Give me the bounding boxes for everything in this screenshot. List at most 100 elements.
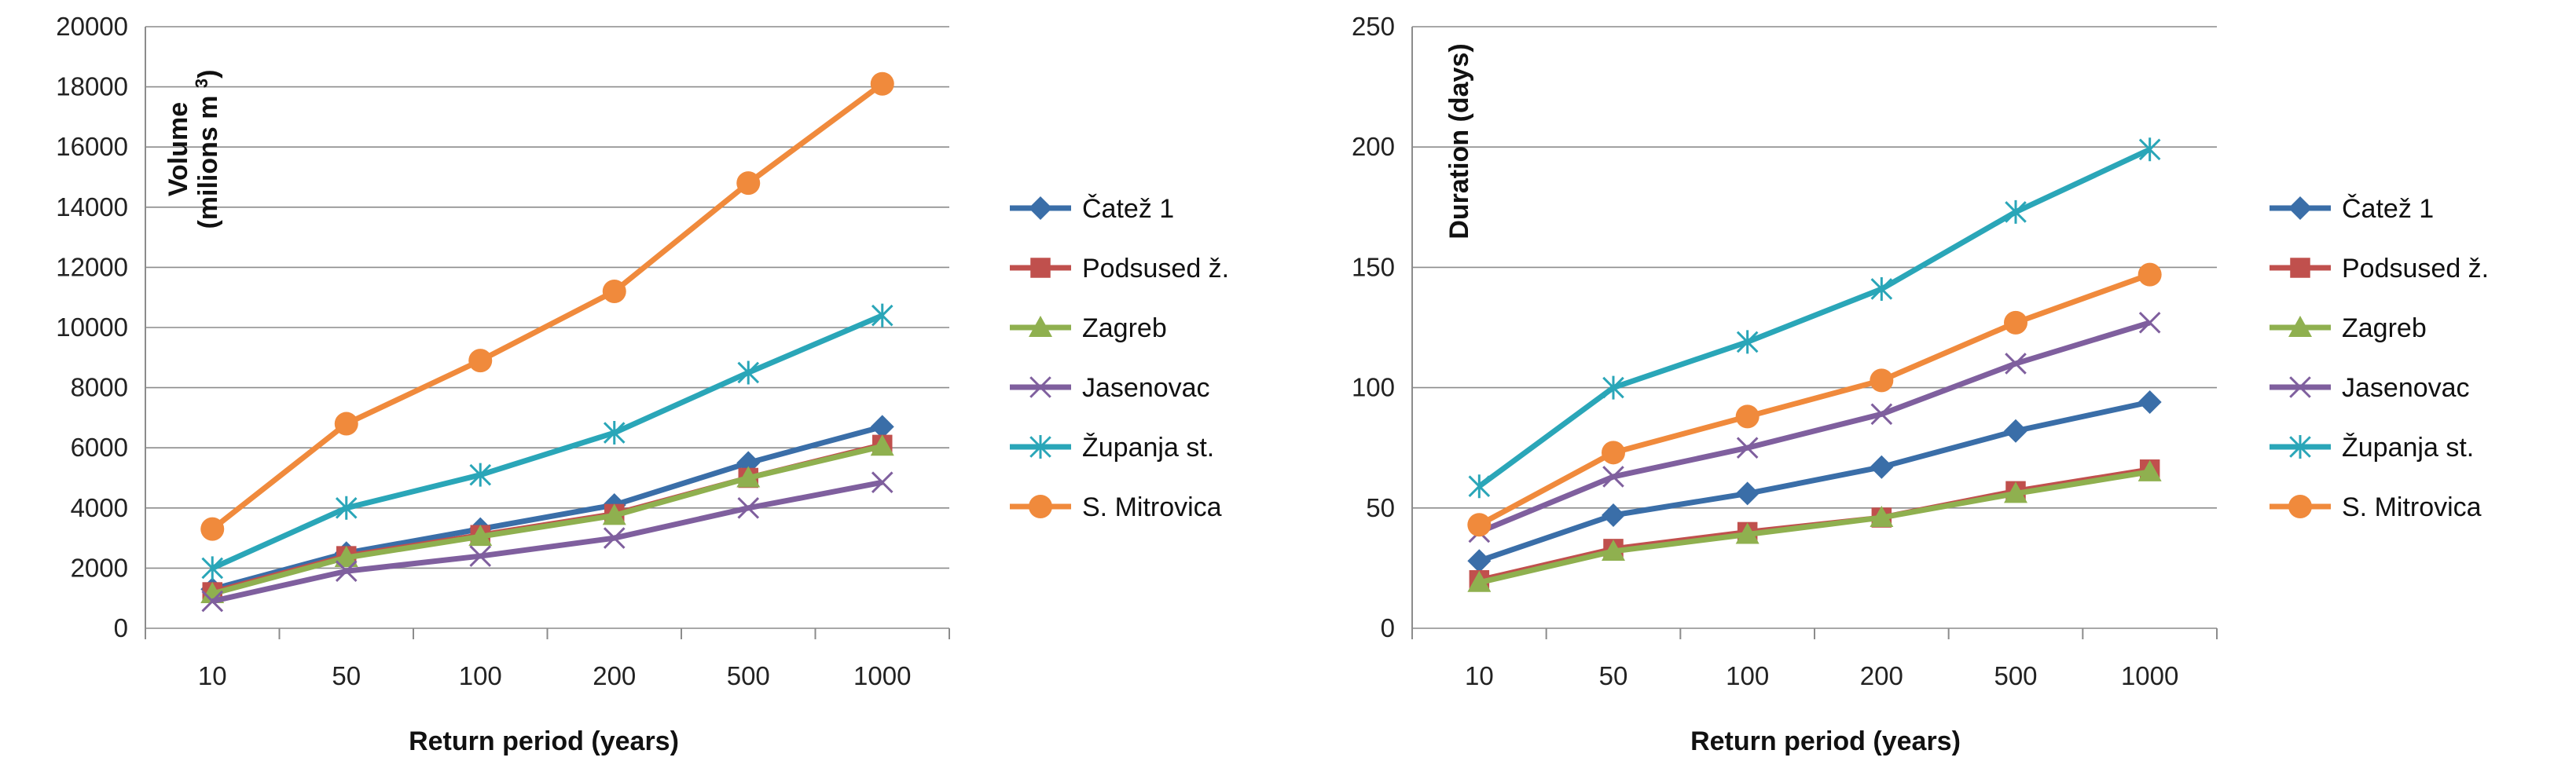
- data-point: [1870, 403, 1893, 426]
- x-tick-label: 200: [1860, 661, 1903, 690]
- data-point: [871, 303, 894, 327]
- data-point: [2005, 199, 2027, 224]
- x-icon: [2289, 376, 2311, 398]
- legend-item-catez-1: Čatež 1: [1010, 194, 1174, 224]
- data-point: [1467, 570, 1492, 592]
- legend-item-zupanja-st: Županja st.: [1010, 433, 1214, 463]
- series-line: [211, 313, 884, 571]
- x-tick-label: 100: [459, 661, 502, 690]
- series-line: [211, 424, 883, 592]
- y-tick-label: 250: [1352, 12, 1395, 41]
- data-point: [1602, 375, 1624, 400]
- data-point: [870, 415, 894, 439]
- y-tick-label: 8000: [71, 373, 128, 402]
- data-point: [1870, 276, 1893, 301]
- y-tick-label: 0: [114, 613, 128, 642]
- legend-item-podsused-z: Podsused ž.: [2270, 254, 2489, 284]
- legend-label: S. Mitrovica: [2342, 492, 2482, 522]
- data-point: [335, 496, 358, 520]
- legend-item-podsused-z: Podsused ž.: [1010, 254, 1229, 284]
- legend-item-s-mitrovica: S. Mitrovica: [1010, 492, 1222, 522]
- series-line: [211, 479, 883, 604]
- data-point: [1736, 437, 1759, 459]
- data-point: [870, 71, 894, 96]
- y-tick-label: 12000: [56, 252, 128, 281]
- data-point: [334, 412, 358, 436]
- legend-label: Županja st.: [2342, 433, 2474, 463]
- legend-label: S. Mitrovica: [1082, 492, 1222, 522]
- x-tick-label: 1000: [853, 661, 911, 690]
- legend-item-zagreb: Zagreb: [1010, 313, 1167, 343]
- series-zupanja-st: [201, 303, 894, 580]
- data-point: [468, 525, 493, 547]
- data-point: [2004, 481, 2027, 503]
- data-point: [2137, 390, 2162, 414]
- data-point: [469, 463, 492, 487]
- y-axis-unit: (milions m 3): [192, 69, 223, 229]
- y-tick-label: 16000: [56, 132, 128, 161]
- data-point: [736, 466, 761, 488]
- x-tick-label: 500: [727, 661, 770, 690]
- data-point: [468, 349, 493, 373]
- data-point: [603, 527, 626, 549]
- data-point: [334, 545, 358, 567]
- legend-item-zagreb: Zagreb: [2270, 313, 2427, 343]
- asterisk-icon: [1029, 435, 1051, 459]
- legend-label: Županja st.: [1082, 433, 1214, 463]
- data-point: [1467, 513, 1492, 537]
- data-point: [2138, 137, 2161, 162]
- data-point: [1602, 466, 1624, 488]
- legend-label: Jasenovac: [1082, 373, 1210, 403]
- data-point: [737, 360, 760, 385]
- x-tick-label: 10: [1465, 661, 1494, 690]
- data-point: [870, 434, 894, 456]
- series-line: [1478, 469, 2151, 586]
- series-catez-1: [1467, 390, 2162, 573]
- data-point: [335, 560, 358, 583]
- legend-label: Podsused ž.: [1082, 254, 1229, 284]
- legend-item-zupanja-st: Županja st.: [2270, 433, 2474, 463]
- legend-item-catez-1: Čatež 1: [2270, 194, 2434, 224]
- data-point: [2005, 353, 2027, 375]
- data-point: [603, 421, 626, 445]
- data-point: [1602, 539, 1625, 561]
- series-zupanja-st: [1468, 137, 2161, 499]
- y-tick-label: 6000: [71, 433, 128, 462]
- series-line: [1477, 147, 2152, 489]
- series-s-mitrovica: [200, 71, 894, 541]
- asterisk-icon: [2289, 435, 2311, 459]
- data-point: [2004, 419, 2027, 443]
- y-tick-label: 100: [1352, 373, 1395, 402]
- legend-label: Čatež 1: [1082, 194, 1174, 224]
- series-line: [211, 443, 883, 597]
- y-tick-label: 18000: [56, 72, 128, 101]
- series-line: [1477, 272, 2151, 528]
- circle-icon: [1029, 495, 1052, 518]
- legend-item-jasenovac: Jasenovac: [2270, 373, 2470, 403]
- series-line: [1478, 399, 2151, 564]
- data-point: [602, 280, 626, 304]
- y-axis-title-text: Duration (days): [1444, 43, 1474, 239]
- x-tick-label: 50: [1599, 661, 1628, 690]
- x-axis-title: Return period (years): [1690, 726, 1961, 756]
- y-axis-unit-text: (milions m: [193, 88, 223, 229]
- x-tick-label: 50: [332, 661, 361, 690]
- data-point: [1735, 404, 1760, 429]
- data-point: [1602, 503, 1625, 527]
- legend-label: Zagreb: [1082, 313, 1167, 343]
- y-tick-label: 20000: [56, 12, 128, 41]
- series-jasenovac: [1468, 312, 2161, 543]
- data-point: [1468, 474, 1491, 499]
- data-point: [2137, 459, 2162, 481]
- data-point: [871, 471, 894, 494]
- square-icon: [2290, 258, 2310, 278]
- data-point: [201, 556, 224, 580]
- triangle-icon: [2288, 316, 2312, 337]
- data-point: [200, 517, 225, 541]
- data-point: [1735, 522, 1760, 544]
- data-point: [1870, 455, 1894, 479]
- y-tick-label: 50: [1366, 493, 1395, 522]
- diamond-icon: [1029, 196, 1052, 220]
- legend: Čatež 1 Podsused ž. Zagreb Jasenovac Županja…: [1010, 194, 1229, 522]
- y-tick-label: 200: [1352, 132, 1395, 161]
